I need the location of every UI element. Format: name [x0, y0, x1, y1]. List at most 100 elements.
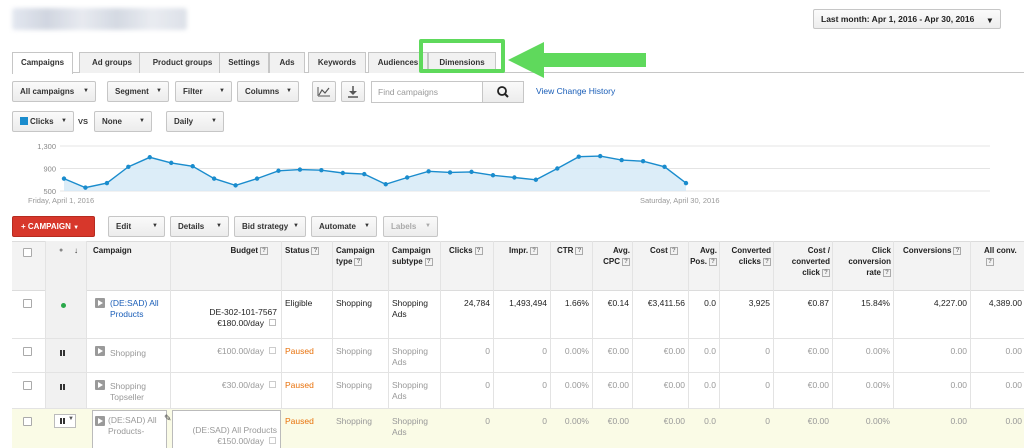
- edit-budget-icon[interactable]: [269, 319, 276, 326]
- table-row[interactable]: Shopping €100.00/day Paused Shopping Sho…: [12, 339, 1024, 373]
- columns-dropdown[interactable]: Columns ▼: [237, 81, 299, 102]
- chart-point: [619, 157, 624, 163]
- table-row[interactable]: (DE:SAD) All Products DE-302-101-7567 €1…: [12, 291, 1024, 339]
- help-icon[interactable]: ?: [986, 258, 994, 266]
- help-icon[interactable]: ?: [669, 247, 678, 255]
- tab-campaigns[interactable]: Campaigns: [12, 52, 73, 74]
- header-converted-clicks[interactable]: Converted clicks?: [724, 245, 771, 267]
- tab-keywords[interactable]: Keywords: [308, 52, 366, 73]
- tab-audiences[interactable]: Audiences: [368, 52, 428, 73]
- help-icon[interactable]: ?: [575, 247, 584, 255]
- header-click-conversion-rate[interactable]: Click conversion rate?: [835, 245, 891, 278]
- campaign-name-link[interactable]: Shopping Topseller: [110, 381, 146, 402]
- labels-dropdown[interactable]: Labels ▼: [383, 216, 438, 237]
- table-row[interactable]: Shopping Topseller €30.00/day Paused Sho…: [12, 373, 1024, 409]
- bid-strategy-dropdown[interactable]: Bid strategy ▼: [234, 216, 306, 237]
- tab-ads[interactable]: Ads: [269, 52, 305, 73]
- tab-product-groups[interactable]: Product groups: [139, 52, 226, 73]
- tab-ad-groups[interactable]: Ad groups: [79, 52, 145, 73]
- budget-value[interactable]: €180.00/day: [217, 318, 264, 328]
- sort-down-icon[interactable]: ↓: [74, 246, 78, 255]
- help-icon[interactable]: ?: [474, 247, 483, 255]
- converted-clicks-value: 0: [765, 346, 770, 356]
- help-icon[interactable]: ?: [530, 247, 539, 255]
- budget-value[interactable]: €30.00/day: [221, 380, 264, 390]
- secondary-metric-label: None: [102, 117, 122, 126]
- help-icon[interactable]: ?: [763, 258, 771, 266]
- header-avg-pos[interactable]: Avg. Pos.?: [690, 245, 717, 267]
- campaign-name-link[interactable]: (DE:SAD) All Products: [110, 298, 159, 319]
- budget-value[interactable]: €100.00/day: [217, 346, 264, 356]
- date-range-selector[interactable]: Last month: Apr 1, 2016 - Apr 30, 2016 ▾: [813, 9, 1001, 29]
- automate-dropdown[interactable]: Automate ▼: [311, 216, 377, 237]
- edit-budget-icon[interactable]: [269, 381, 276, 388]
- help-icon[interactable]: ?: [709, 258, 717, 266]
- conversions-value: 4,227.00: [933, 298, 967, 308]
- view-change-history-link[interactable]: View Change History: [536, 86, 616, 96]
- filter-dropdown[interactable]: Filter ▼: [175, 81, 232, 102]
- row-checkbox[interactable]: [23, 381, 32, 390]
- budget-value[interactable]: €150.00/day: [217, 436, 264, 446]
- header-avg-cpc[interactable]: Avg. CPC?: [594, 245, 630, 267]
- select-all-checkbox[interactable]: [23, 248, 32, 257]
- header-cost[interactable]: Cost?: [650, 245, 678, 256]
- help-icon[interactable]: ?: [822, 269, 830, 277]
- tab-settings[interactable]: Settings: [219, 52, 269, 73]
- row-checkbox[interactable]: [23, 347, 32, 356]
- row-checkbox[interactable]: [23, 417, 32, 426]
- search-button[interactable]: [482, 81, 524, 103]
- chart-toggle-button[interactable]: [312, 81, 336, 102]
- pencil-icon[interactable]: ✎: [164, 413, 172, 423]
- chevron-down-icon: ▼: [211, 118, 217, 124]
- all-conv-value: 0.00: [1005, 416, 1022, 426]
- header-conversions[interactable]: Conversions?: [903, 245, 962, 256]
- status-dot-sort[interactable]: ●: [59, 247, 64, 254]
- campaign-name-link[interactable]: (DE:SAD) All Products-: [108, 415, 157, 436]
- search-input[interactable]: Find campaigns: [371, 81, 483, 103]
- edit-dropdown[interactable]: Edit ▼: [108, 216, 165, 237]
- help-icon[interactable]: ?: [953, 247, 962, 255]
- edit-budget-icon[interactable]: [269, 437, 276, 444]
- header-campaign-type[interactable]: Campaign type?: [336, 245, 388, 267]
- primary-metric-dropdown[interactable]: Clicks ▼: [12, 111, 74, 132]
- header-ctr[interactable]: CTR?: [557, 245, 584, 256]
- help-icon[interactable]: ?: [311, 247, 320, 255]
- granularity-dropdown[interactable]: Daily ▼: [166, 111, 224, 132]
- cost-value: €0.00: [663, 380, 685, 390]
- edit-budget-icon[interactable]: [269, 347, 276, 354]
- header-avg-cpc-label: Avg. CPC: [603, 246, 630, 266]
- status-dropdown[interactable]: ▼: [54, 414, 76, 428]
- header-campaign[interactable]: Campaign: [93, 246, 132, 255]
- pause-icon[interactable]: [60, 350, 66, 356]
- help-icon[interactable]: ?: [424, 258, 433, 266]
- pause-icon[interactable]: [60, 384, 66, 390]
- header-impr[interactable]: Impr.?: [509, 245, 539, 256]
- header-all-conv[interactable]: All conv.?: [984, 245, 1024, 267]
- table-row[interactable]: ▼ (DE:SAD) All Products- ✎ (DE:SAD) All …: [12, 409, 1024, 448]
- help-icon[interactable]: ?: [622, 258, 630, 266]
- chart-point: [254, 176, 260, 181]
- header-status[interactable]: Status?: [285, 245, 320, 256]
- secondary-metric-dropdown[interactable]: None ▼: [94, 111, 152, 132]
- add-campaign-button[interactable]: + CAMPAIGN ▼: [12, 216, 95, 237]
- row-checkbox[interactable]: [23, 299, 32, 308]
- campaign-name-link[interactable]: Shopping: [110, 348, 146, 358]
- header-cost-converted-click[interactable]: Cost / converted click?: [776, 245, 830, 278]
- budget-editor[interactable]: [172, 410, 281, 448]
- header-clicks[interactable]: Clicks?: [449, 245, 483, 256]
- download-button[interactable]: [341, 81, 365, 102]
- status-enabled-dot[interactable]: [61, 303, 66, 308]
- help-icon[interactable]: ?: [260, 247, 268, 255]
- header-converted-clicks-label: Converted clicks: [731, 246, 771, 266]
- help-icon[interactable]: ?: [883, 269, 891, 277]
- header-campaign-subtype[interactable]: Campaign subtype?: [392, 245, 438, 267]
- header-budget[interactable]: Budget?: [212, 245, 268, 256]
- tab-dimensions[interactable]: Dimensions: [428, 52, 496, 73]
- chart-point: [576, 154, 581, 159]
- help-icon[interactable]: ?: [354, 258, 363, 266]
- details-dropdown[interactable]: Details ▼: [170, 216, 229, 237]
- header-budget-label: Budget: [230, 246, 258, 255]
- segment-dropdown[interactable]: Segment ▼: [107, 81, 169, 102]
- all-campaigns-dropdown[interactable]: All campaigns ▼: [12, 81, 96, 102]
- shopping-campaign-icon: [95, 380, 105, 390]
